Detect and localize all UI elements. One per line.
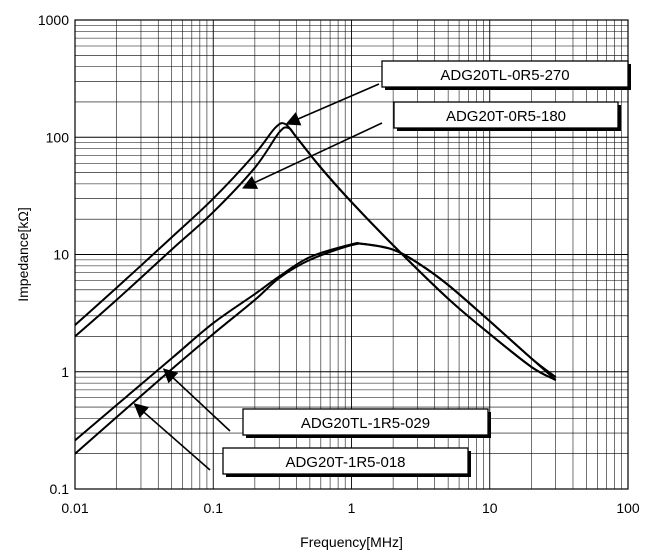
tick-labels: 0.01 0.1 1 10 100 0.1 1 10 100 1000 [38,12,640,516]
y-tick-label: 1000 [38,12,69,28]
x-tick-label: 100 [616,500,640,516]
plot-border [74,19,629,490]
callouts: ADG20TL-0R5-270 ADG20T-0R5-180 ADG20TL-1R5… [133,60,631,477]
series-line [74,126,557,381]
callout-label: ADG20TL-0R5-270 [440,67,569,84]
y-tick-label: 1 [61,364,69,380]
callout-label: ADG20TL-1R5-029 [301,415,430,432]
y-tick-label: 10 [53,247,69,263]
callout-label: ADG20T-1R5-018 [285,454,405,471]
y-tick-label: 100 [46,129,70,145]
series-line [74,242,557,455]
callout-box [242,408,489,436]
x-tick-label: 1 [348,500,356,516]
series-curves [74,122,557,455]
plot-frame [74,19,629,490]
y-axis-title: Impedance[kΩ] [15,207,31,302]
x-tick-label: 0.01 [61,500,88,516]
callout-arrow [285,83,380,126]
callout-box [393,101,619,129]
callout-box [381,60,629,88]
callout-arrow [133,403,211,471]
x-tick-label: 0.1 [204,500,224,516]
x-axis-title: Frequency[MHz] [300,534,403,550]
callout-arrow [242,122,383,189]
callout-label: ADG20T-0R5-180 [446,108,566,125]
callout-arrow [162,368,231,432]
callout-box [222,447,469,475]
y-tick-label: 0.1 [50,481,70,497]
x-tick-label: 10 [482,500,498,516]
